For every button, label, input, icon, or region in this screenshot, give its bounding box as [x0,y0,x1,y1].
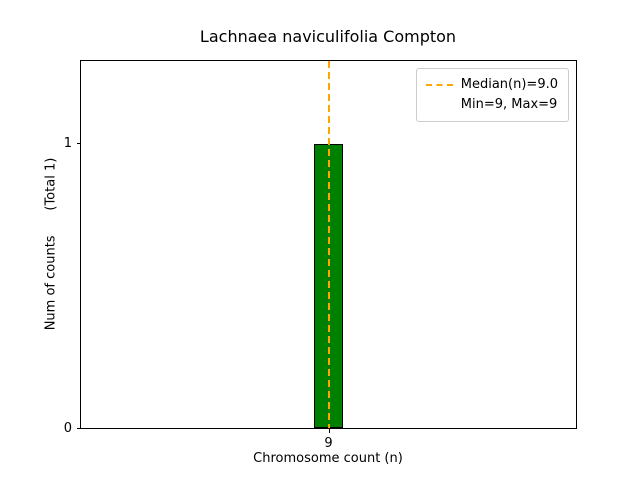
y-tick-mark [77,427,81,429]
median-line [327,61,330,428]
plot-area: 0 1 9 Median(n)=9.0 Min=9, Max=9 [64,60,577,451]
legend-label-median: Median(n)=9.0 [460,77,558,92]
y-axis-label: Num of counts (Total 1) [43,157,59,331]
legend-label-minmax: Min=9, Max=9 [460,97,558,112]
legend: Median(n)=9.0 Min=9, Max=9 [415,68,569,122]
x-tick-label: 9 [324,436,333,451]
chart-title: Lachnaea naviculifolia Compton [199,27,457,46]
dashed-line-icon [425,84,453,86]
x-axis-label: Chromosome count (n) [253,451,403,466]
legend-entry-minmax: Min=9, Max=9 [426,95,558,115]
legend-entry-median: Median(n)=9.0 [425,75,558,95]
x-tick-mark [328,429,330,433]
y-tick: 0 [21,420,81,436]
y-tick: 1 [21,136,81,152]
y-tick-label: 1 [63,136,72,151]
y-tick-label: 0 [63,420,72,436]
y-tick-mark [77,143,81,144]
